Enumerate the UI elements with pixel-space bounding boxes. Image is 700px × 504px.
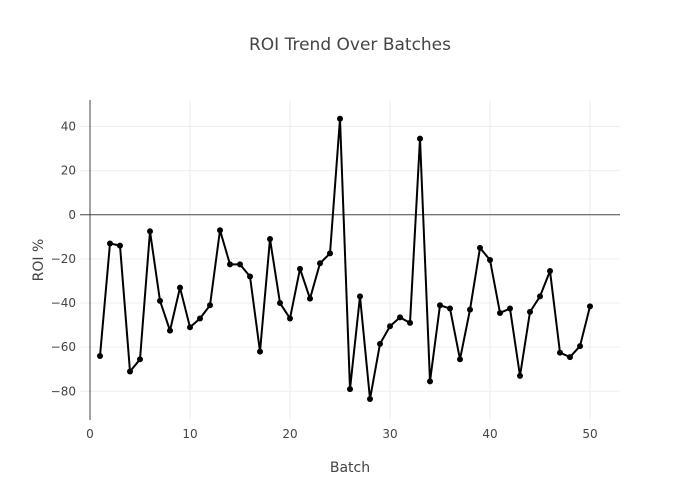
- y-tick-label: −60: [51, 340, 76, 354]
- data-point: [527, 308, 533, 315]
- data-point: [297, 265, 303, 272]
- y-axis-title: ROI %: [31, 239, 47, 282]
- data-point: [327, 250, 333, 257]
- data-point: [317, 260, 323, 267]
- x-tick-label: 50: [582, 427, 597, 441]
- data-point: [177, 284, 183, 291]
- data-point: [157, 297, 163, 304]
- y-tick-label: 0: [68, 208, 76, 222]
- x-tick-label: 40: [482, 427, 497, 441]
- data-point: [467, 306, 473, 313]
- x-tick-label: 20: [282, 427, 297, 441]
- data-point: [287, 315, 293, 322]
- data-point: [267, 236, 273, 243]
- data-point: [187, 324, 193, 331]
- data-point: [357, 293, 363, 300]
- data-point: [577, 343, 583, 350]
- axis-layer: 0 10 20 30 40 50 −80 −60 −40 −20 0 20 40: [51, 100, 620, 441]
- data-point: [397, 314, 403, 321]
- data-point: [417, 135, 423, 142]
- data-point: [117, 242, 123, 249]
- y-tick-label: 40: [61, 119, 76, 133]
- data-point: [507, 305, 513, 312]
- data-point: [367, 396, 373, 403]
- data-point: [307, 295, 313, 302]
- series-layer: [97, 115, 593, 403]
- data-point: [277, 300, 283, 307]
- data-point: [227, 261, 233, 268]
- x-axis-title: Batch: [330, 460, 370, 476]
- y-tick-label: −20: [51, 252, 76, 266]
- data-point: [127, 368, 133, 375]
- data-point: [497, 309, 503, 316]
- data-point: [517, 372, 523, 379]
- data-point: [457, 356, 463, 363]
- data-point: [387, 323, 393, 330]
- data-point: [347, 386, 353, 393]
- x-tick-label: 0: [86, 427, 94, 441]
- data-point: [487, 257, 493, 263]
- data-point: [237, 261, 243, 268]
- chart-title: ROI Trend Over Batches: [249, 35, 451, 55]
- y-tick-label: −80: [51, 384, 76, 398]
- data-point: [557, 349, 563, 356]
- x-tick-label: 30: [382, 427, 397, 441]
- data-point: [547, 268, 553, 275]
- data-point: [427, 378, 433, 385]
- data-point: [97, 353, 103, 359]
- data-point: [167, 327, 173, 334]
- data-point: [147, 228, 153, 235]
- x-tick-label: 10: [182, 427, 197, 441]
- data-point: [537, 293, 543, 300]
- data-point: [407, 319, 413, 326]
- data-point: [437, 302, 443, 309]
- data-point: [137, 356, 143, 363]
- data-point: [107, 240, 113, 247]
- data-point: [567, 354, 573, 361]
- data-point: [477, 244, 483, 251]
- y-tick-label: −40: [51, 296, 76, 310]
- data-point: [587, 303, 593, 310]
- y-tick-label: 20: [61, 164, 76, 178]
- data-point: [197, 315, 203, 322]
- data-point: [447, 305, 453, 312]
- data-point: [207, 302, 213, 309]
- data-point: [247, 273, 253, 280]
- data-point: [337, 115, 343, 122]
- data-point: [377, 340, 383, 347]
- data-point: [257, 348, 263, 355]
- data-point: [217, 227, 223, 234]
